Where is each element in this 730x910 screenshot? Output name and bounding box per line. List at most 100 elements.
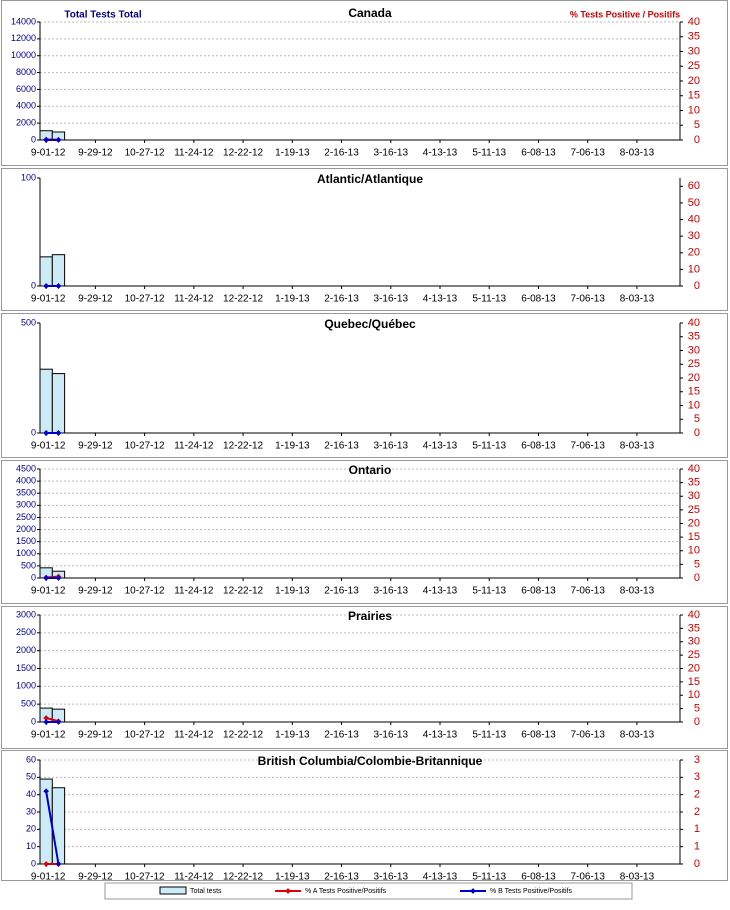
x-tick-label: 1-19-13 <box>275 872 310 883</box>
x-tick-label: 1-19-13 <box>275 730 310 741</box>
y2-tick-label: 30 <box>688 344 700 356</box>
x-tick-label: 9-29-12 <box>78 586 113 597</box>
y2-tick-label: 30 <box>688 45 700 57</box>
y-tick-label: 1500 <box>16 663 36 673</box>
y-tick-label: 60 <box>26 754 36 764</box>
x-tick-label: 9-01-12 <box>31 441 66 452</box>
panel-border <box>1 0 728 166</box>
y2-tick-label: 60 <box>688 180 700 192</box>
x-tick-label: 6-08-13 <box>521 148 556 159</box>
legend-marker <box>470 888 476 894</box>
x-tick-label: 1-19-13 <box>275 294 310 305</box>
x-tick-label: 10-27-12 <box>125 586 165 597</box>
x-tick-label: 2-16-13 <box>324 148 359 159</box>
y2-tick-label: 15 <box>688 90 700 102</box>
x-tick-label: 5-11-13 <box>472 872 506 883</box>
y2-tick-label: 40 <box>688 317 700 329</box>
y2-tick-label: 15 <box>688 531 700 543</box>
x-tick-label: 12-22-12 <box>223 586 263 597</box>
x-tick-label: 5-11-13 <box>472 441 506 452</box>
y-tick-label: 20 <box>26 824 36 834</box>
x-tick-label: 2-16-13 <box>324 441 359 452</box>
y-tick-label: 10000 <box>11 50 36 60</box>
x-tick-label: 10-27-12 <box>125 294 165 305</box>
x-tick-label: 4-13-13 <box>423 586 458 597</box>
bar <box>51 254 66 287</box>
x-tick-label: 5-11-13 <box>472 730 506 741</box>
marker <box>55 861 62 867</box>
x-tick-label: 7-06-13 <box>570 730 605 741</box>
x-tick-label: 4-13-13 <box>423 872 458 883</box>
x-tick-label: 8-03-13 <box>620 730 655 741</box>
y-tick-label: 1500 <box>16 536 36 546</box>
chart-title: Atlantic/Atlantique <box>317 172 423 186</box>
x-tick-label: 5-11-13 <box>472 294 506 305</box>
y-tick-label: 0 <box>31 427 36 437</box>
x-tick-label: 10-27-12 <box>125 148 165 159</box>
x-tick-label: 3-16-13 <box>374 441 409 452</box>
y2-tick-label: 10 <box>688 399 700 411</box>
x-tick-label: 9-01-12 <box>31 730 66 741</box>
x-tick-label: 8-03-13 <box>620 586 655 597</box>
x-tick-label: 9-29-12 <box>78 294 113 305</box>
y2-tick-label: 20 <box>688 247 700 259</box>
y-tick-label: 0 <box>31 134 36 144</box>
y2-tick-label: 30 <box>688 490 700 502</box>
y2-tick-label: 25 <box>688 649 700 661</box>
x-tick-label: 5-11-13 <box>472 586 506 597</box>
marker <box>43 575 49 581</box>
x-tick-label: 2-16-13 <box>324 730 359 741</box>
x-tick-label: 12-22-12 <box>223 294 263 305</box>
x-tick-label: 6-08-13 <box>521 441 556 452</box>
y2-tick-label: 30 <box>688 636 700 648</box>
x-tick-label: 4-13-13 <box>423 294 458 305</box>
x-tick-label: 7-06-13 <box>570 441 605 452</box>
x-tick-label: 3-16-13 <box>374 872 409 883</box>
x-tick-label: 7-06-13 <box>570 872 605 883</box>
y2-tick-label: 15 <box>688 676 700 688</box>
x-tick-label: 4-13-13 <box>423 730 458 741</box>
x-tick-label: 8-03-13 <box>620 294 655 305</box>
y2-tick-label: 20 <box>688 662 700 674</box>
x-tick-label: 6-08-13 <box>521 586 556 597</box>
chart-title: Canada <box>348 6 392 20</box>
y2-tick-label: 40 <box>688 16 700 28</box>
bar <box>39 368 53 434</box>
y-tick-label: 50 <box>26 772 36 782</box>
x-tick-label: 9-29-12 <box>78 872 113 883</box>
y-tick-label: 500 <box>21 317 36 327</box>
x-tick-label: 2-16-13 <box>324 586 359 597</box>
x-tick-label: 3-16-13 <box>374 294 409 305</box>
x-tick-label: 8-03-13 <box>620 441 655 452</box>
legend-marker <box>285 888 291 894</box>
bar <box>51 787 66 865</box>
y2-tick-label: 0 <box>694 858 700 870</box>
y2-tick-label: 2 <box>694 806 700 818</box>
y-tick-label: 0 <box>31 716 36 726</box>
y2-tick-label: 3 <box>694 754 700 766</box>
y2-tick-label: 25 <box>688 60 700 72</box>
legend-swatch <box>159 886 187 895</box>
y2-tick-label: 0 <box>694 280 700 292</box>
legend-box <box>104 882 633 900</box>
x-tick-label: 1-19-13 <box>275 586 310 597</box>
y2-tick-label: 20 <box>688 372 700 384</box>
x-tick-label: 2-16-13 <box>324 294 359 305</box>
y2-tick-label: 0 <box>694 572 700 584</box>
x-tick-label: 9-01-12 <box>31 586 66 597</box>
legend-label: % B Tests Positive/Positifs <box>490 888 572 895</box>
y-tick-label: 4500 <box>16 463 36 473</box>
x-tick-label: 4-13-13 <box>423 148 458 159</box>
panel-border <box>1 460 728 604</box>
y2-tick-label: 50 <box>688 197 700 209</box>
marker <box>55 719 62 725</box>
x-tick-label: 7-06-13 <box>570 148 605 159</box>
y2-tick-label: 25 <box>688 504 700 516</box>
x-tick-label: 6-08-13 <box>521 730 556 741</box>
y2-tick-label: 3 <box>694 771 700 783</box>
y-tick-label: 3500 <box>16 488 36 498</box>
y2-tick-label: 1 <box>694 823 700 835</box>
panel-border <box>1 750 728 881</box>
x-tick-label: 2-16-13 <box>324 872 359 883</box>
